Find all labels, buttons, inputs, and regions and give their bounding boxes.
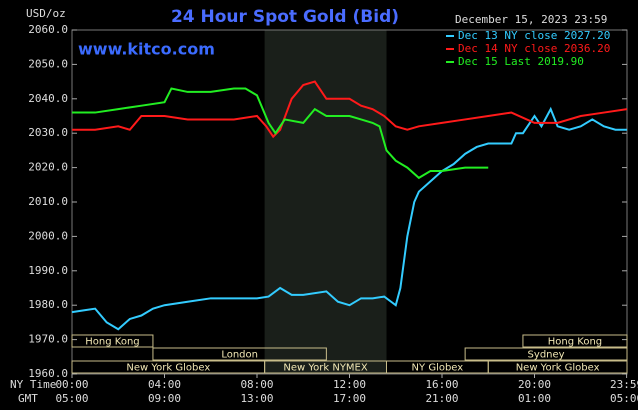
- x-tick-label: 00:00: [55, 378, 88, 391]
- x-tick-label: 20:00: [518, 378, 551, 391]
- x-tick-label: 08:00: [240, 378, 273, 391]
- series-line: [72, 87, 489, 180]
- session-band: [71, 334, 154, 348]
- session-label: NY Globex: [412, 363, 464, 374]
- shaded-session: [264, 30, 387, 374]
- legend-label: Dec 13 NY close 2027.20: [458, 29, 610, 42]
- y-tick-label: 2000.0: [28, 229, 68, 242]
- legend-label: Dec 15 Last 2019.90: [458, 55, 584, 68]
- y-tick-label: 2050.0: [28, 57, 68, 70]
- x-tick-label: 16:00: [425, 378, 458, 391]
- x2-tick-label: 21:00: [425, 392, 458, 405]
- y-axis-label: USD/oz: [26, 7, 66, 20]
- legend-label: Dec 14 NY close 2036.20: [458, 42, 610, 55]
- y-tick-label: 1960.0: [28, 367, 68, 380]
- y-tick-label: 2030.0: [28, 126, 68, 139]
- series-line: [71, 106, 627, 331]
- y-tick-label: 2010.0: [28, 195, 68, 208]
- session-label: London: [221, 350, 258, 361]
- x-axis-label: NY Time: [10, 378, 56, 391]
- chart-title: 24 Hour Spot Gold (Bid): [171, 7, 399, 27]
- session-band: [522, 334, 628, 348]
- series-line: [72, 80, 628, 139]
- session-band: [464, 347, 628, 361]
- x-tick-label: 23:59: [610, 378, 638, 391]
- session-label: Hong Kong: [85, 337, 139, 348]
- session-label: New York Globex: [516, 363, 600, 374]
- y-tick-label: 1990.0: [28, 264, 68, 277]
- y-tick-label: 2040.0: [28, 92, 68, 105]
- y-tick-label: 1980.0: [28, 298, 68, 311]
- session-band: [487, 360, 628, 374]
- watermark: www.kitco.com: [78, 40, 215, 59]
- x2-tick-label: 05:00: [610, 392, 638, 405]
- timestamp: December 15, 2023 23:59: [455, 13, 607, 26]
- x2-axis-label: GMT: [18, 392, 38, 405]
- y-tick-label: 1970.0: [28, 333, 68, 346]
- x2-tick-label: 17:00: [333, 392, 366, 405]
- session-band: [152, 347, 327, 361]
- x-tick-label: 12:00: [333, 378, 366, 391]
- x2-tick-label: 05:00: [55, 392, 88, 405]
- session-label: Sydney: [528, 350, 565, 361]
- session-label: New York NYMEX: [283, 363, 368, 374]
- y-tick-label: 2020.0: [28, 161, 68, 174]
- y-tick-label: 2060.0: [28, 23, 68, 36]
- x-tick-label: 04:00: [148, 378, 181, 391]
- x2-tick-label: 01:00: [518, 392, 551, 405]
- x2-tick-label: 13:00: [240, 392, 273, 405]
- session-label: Hong Kong: [548, 337, 602, 348]
- x2-tick-label: 09:00: [148, 392, 181, 405]
- session-label: New York Globex: [126, 363, 210, 374]
